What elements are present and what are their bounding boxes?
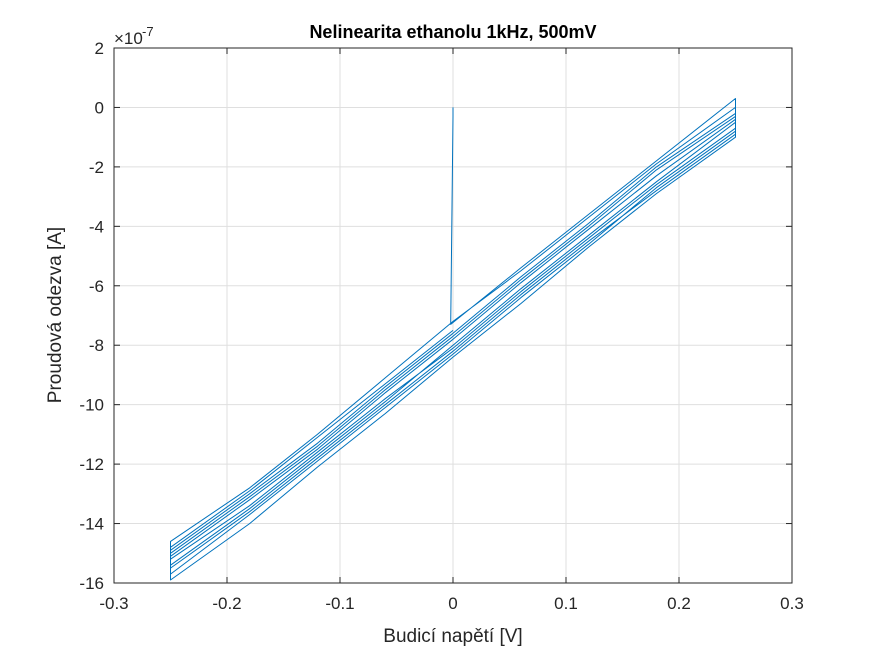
x-tick-label: 0 — [448, 594, 457, 613]
data-layer — [170, 98, 736, 581]
y-tick-label: -6 — [89, 277, 104, 296]
series-line-0 — [170, 98, 736, 581]
y-tick-label: -4 — [89, 217, 104, 236]
y-tick-labels: -16 -14 -12 -10 -8 -6 -4 -2 0 2 — [79, 39, 104, 593]
y-tick-label: -8 — [89, 336, 104, 355]
y-tick-label: -16 — [79, 574, 104, 593]
grid — [114, 48, 792, 583]
y-exponent-prefix: ×10 — [114, 29, 143, 48]
x-tick-label: 0.2 — [667, 594, 691, 613]
ticks — [113, 47, 793, 584]
y-tick-label: -14 — [79, 515, 104, 534]
x-tick-label: -0.2 — [212, 594, 241, 613]
x-tick-labels: -0.3 -0.2 -0.1 0 0.1 0.2 0.3 — [99, 594, 803, 613]
y-exponent-power: -7 — [142, 24, 154, 39]
chart-title: Nelinearita ethanolu 1kHz, 500mV — [309, 22, 596, 42]
y-tick-label: 0 — [95, 98, 104, 117]
x-tick-label: 0.1 — [554, 594, 578, 613]
y-tick-label: 2 — [95, 39, 104, 58]
y-tick-label: -12 — [79, 455, 104, 474]
y-axis-label: Proudová odezva [A] — [45, 227, 66, 403]
y-tick-label: -10 — [79, 396, 104, 415]
y-tick-label: -2 — [89, 158, 104, 177]
x-axis-label: Budicí napětí [V] — [383, 626, 522, 647]
x-tick-label: -0.3 — [99, 594, 128, 613]
x-tick-label: 0.3 — [780, 594, 804, 613]
x-tick-label: -0.1 — [325, 594, 354, 613]
